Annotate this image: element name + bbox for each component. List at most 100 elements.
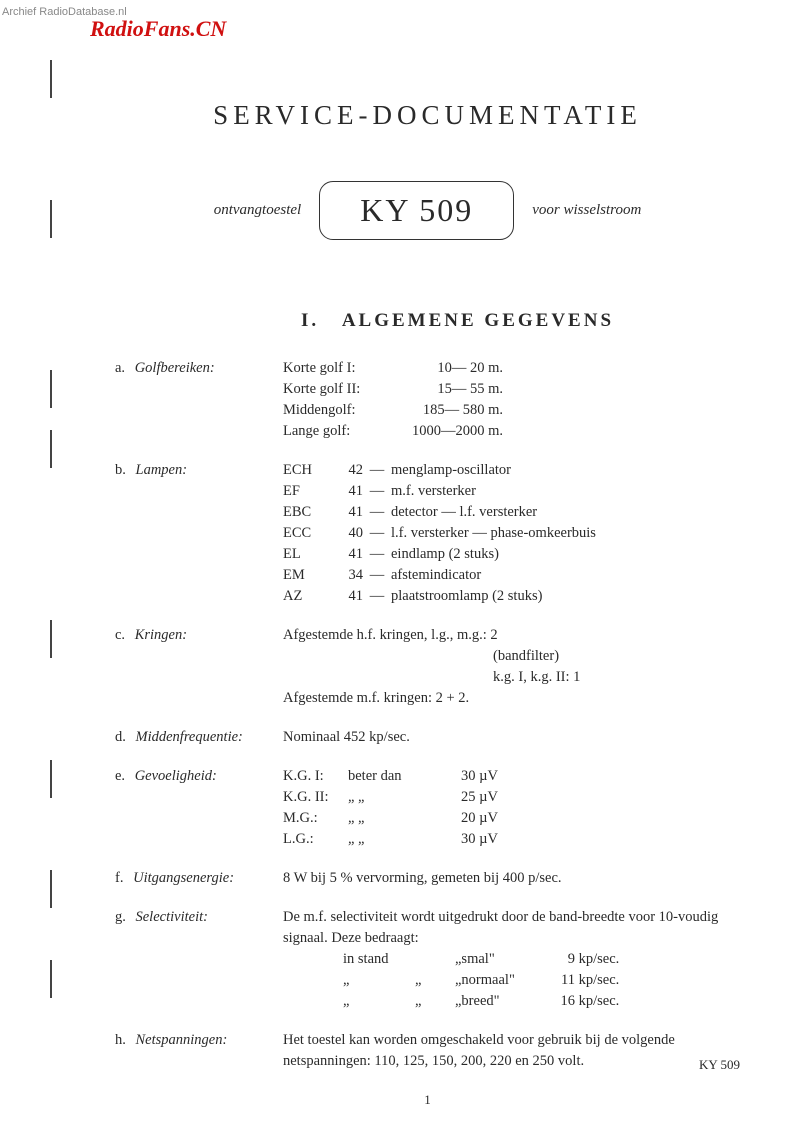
spec-text: Afgestemde h.f. kringen, l.g., m.g.: 2 xyxy=(283,625,740,646)
footer-model: KY 509 xyxy=(699,1057,740,1073)
spec-letter: f. xyxy=(115,870,123,886)
sensitivity-line: L.G.:„ „30 µV xyxy=(283,829,740,850)
section-heading: I. ALGEMENE GEGEVENS xyxy=(175,310,740,332)
dash: — xyxy=(363,523,391,544)
sens-value: 25 µV xyxy=(443,787,498,808)
sens-value: 30 µV xyxy=(443,766,498,787)
page-number: 1 xyxy=(115,1092,740,1108)
sens-value: 30 µV xyxy=(443,829,498,850)
tube-number: 41 xyxy=(333,586,363,607)
sel-col: „ xyxy=(415,970,455,991)
spec-row-golfbereiken: a. Golfbereiken: Korte golf I:10— 20 m.K… xyxy=(115,358,740,442)
spec-row-lampen: b. Lampen: ECH42—menglamp-oscillatorEF41… xyxy=(115,460,740,607)
band-line: Lange golf:1000—2000 m. xyxy=(283,421,740,442)
sel-col: „ xyxy=(415,991,455,1012)
spec-letter: b. xyxy=(115,462,126,478)
tube-description: eindlamp (2 stuks) xyxy=(391,544,740,565)
spec-text: Afgestemde m.f. kringen: 2 + 2. xyxy=(283,688,740,709)
watermark-radiofans: RadioFans.CN xyxy=(90,16,226,42)
spec-content: K.G. I:beter dan30 µVK.G. II:„ „25 µVM.G… xyxy=(283,766,740,850)
band-name: Korte golf I: xyxy=(283,358,393,379)
dash: — xyxy=(363,544,391,565)
spec-label-text: Selectiviteit: xyxy=(136,909,208,925)
spec-label-text: Lampen: xyxy=(136,462,188,478)
sens-band: K.G. I: xyxy=(283,766,348,787)
sens-text: beter dan xyxy=(348,766,443,787)
sel-value: 11 xyxy=(545,970,575,991)
spec-label-text: Uitgangsenergie: xyxy=(133,870,234,886)
sens-text: „ „ xyxy=(348,787,443,808)
spec-row-selectiviteit: g. Selectiviteit: De m.f. selectiviteit … xyxy=(115,907,740,1012)
tube-line: EBC41—detector — l.f. versterker xyxy=(283,502,740,523)
spec-label: g. Selectiviteit: xyxy=(115,907,283,1012)
dash: — xyxy=(363,586,391,607)
sel-value: 9 xyxy=(545,949,575,970)
tube-line: EF41—m.f. versterker xyxy=(283,481,740,502)
sel-unit: kp/sec. xyxy=(575,970,635,991)
tube-description: m.f. versterker xyxy=(391,481,740,502)
binding-hole xyxy=(50,370,52,408)
spec-label-text: Middenfrequentie: xyxy=(136,729,243,745)
band-line: Korte golf II:15— 55 m. xyxy=(283,379,740,400)
tube-line: ECH42—menglamp-oscillator xyxy=(283,460,740,481)
tube-description: l.f. versterker — phase-omkeerbuis xyxy=(391,523,740,544)
spec-row-uitgangsenergie: f. Uitgangsenergie: 8 W bij 5 % vervormi… xyxy=(115,868,740,889)
tube-number: 40 xyxy=(333,523,363,544)
sens-value: 20 µV xyxy=(443,808,498,829)
band-name: Korte golf II: xyxy=(283,379,393,400)
spec-content: ECH42—menglamp-oscillatorEF41—m.f. verst… xyxy=(283,460,740,607)
band-range: 10— 20 m. xyxy=(393,358,503,379)
sens-text: „ „ xyxy=(348,808,443,829)
sel-col: in stand xyxy=(343,949,415,970)
spec-label: d. Middenfrequentie: xyxy=(115,727,283,748)
spec-content: Afgestemde h.f. kringen, l.g., m.g.: 2 (… xyxy=(283,625,740,709)
binding-hole xyxy=(50,760,52,798)
spec-label: c. Kringen: xyxy=(115,625,283,709)
tube-line: AZ41—plaatstroomlamp (2 stuks) xyxy=(283,586,740,607)
binding-hole xyxy=(50,620,52,658)
tube-code: ECC xyxy=(283,523,333,544)
binding-hole xyxy=(50,200,52,238)
spec-text: De m.f. selectiviteit wordt uitgedrukt d… xyxy=(283,907,740,949)
sel-mode: „smal" xyxy=(455,949,545,970)
spec-label-text: Gevoeligheid: xyxy=(135,768,217,784)
spec-text: k.g. I, k.g. II: 1 xyxy=(283,667,740,688)
tube-code: EL xyxy=(283,544,333,565)
spec-row-kringen: c. Kringen: Afgestemde h.f. kringen, l.g… xyxy=(115,625,740,709)
sel-col: „ xyxy=(343,970,415,991)
band-name: Middengolf: xyxy=(283,400,393,421)
tube-code: ECH xyxy=(283,460,333,481)
section-number: I. xyxy=(301,310,319,331)
sensitivity-line: K.G. I:beter dan30 µV xyxy=(283,766,740,787)
sens-band: L.G.: xyxy=(283,829,348,850)
spec-label-text: Netspanningen: xyxy=(136,1032,228,1048)
tube-code: EBC xyxy=(283,502,333,523)
spec-letter: h. xyxy=(115,1032,126,1048)
spec-row-netspanningen: h. Netspanningen: Het toestel kan worden… xyxy=(115,1030,740,1072)
sel-mode: „normaal" xyxy=(455,970,545,991)
selectivity-line: „„„normaal"11 kp/sec. xyxy=(283,970,740,991)
tube-code: EM xyxy=(283,565,333,586)
spec-letter: e. xyxy=(115,768,125,784)
tube-description: detector — l.f. versterker xyxy=(391,502,740,523)
tube-description: plaatstroomlamp (2 stuks) xyxy=(391,586,740,607)
spec-content: 8 W bij 5 % vervorming, gemeten bij 400 … xyxy=(283,868,740,889)
spec-letter: c. xyxy=(115,627,125,643)
dash: — xyxy=(363,502,391,523)
sel-mode: „breed" xyxy=(455,991,545,1012)
spec-letter: a. xyxy=(115,360,125,376)
spec-label: b. Lampen: xyxy=(115,460,283,607)
tube-line: EL41—eindlamp (2 stuks) xyxy=(283,544,740,565)
spec-letter: d. xyxy=(115,729,126,745)
band-range: 1000—2000 m. xyxy=(393,421,503,442)
spec-content: Korte golf I:10— 20 m.Korte golf II:15— … xyxy=(283,358,740,442)
model-row: ontvangtoestel KY 509 voor wisselstroom xyxy=(115,181,740,240)
binding-hole xyxy=(50,430,52,468)
selectivity-line: „„„breed"16 kp/sec. xyxy=(283,991,740,1012)
sens-text: „ „ xyxy=(348,829,443,850)
dash: — xyxy=(363,565,391,586)
spec-content: Het toestel kan worden omgeschakeld voor… xyxy=(283,1030,740,1072)
band-range: 185— 580 m. xyxy=(393,400,503,421)
binding-hole xyxy=(50,60,52,98)
spec-content: Nominaal 452 kp/sec. xyxy=(283,727,740,748)
